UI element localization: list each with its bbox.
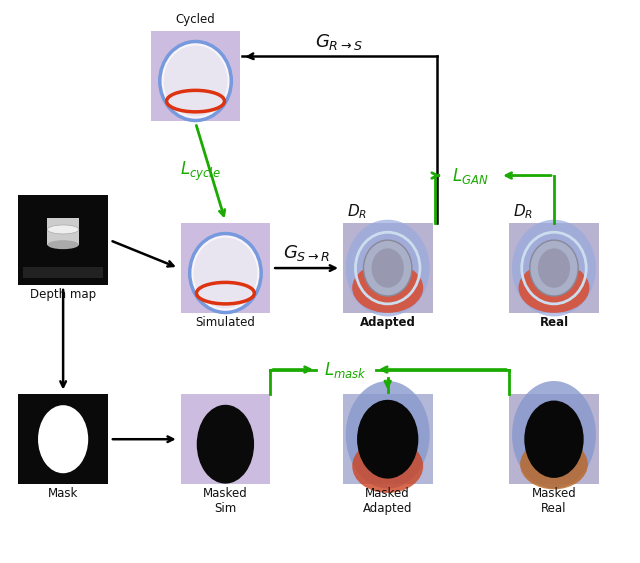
Text: Real: Real — [540, 316, 568, 329]
Text: Depth map: Depth map — [30, 288, 96, 301]
Bar — [509, 395, 599, 484]
Bar — [180, 224, 270, 313]
Ellipse shape — [530, 240, 578, 296]
Text: $L_{GAN}$: $L_{GAN}$ — [452, 166, 489, 186]
Ellipse shape — [346, 220, 429, 316]
Bar — [343, 395, 433, 484]
Bar — [509, 224, 599, 313]
Ellipse shape — [357, 400, 419, 479]
Text: Mask: Mask — [48, 487, 78, 500]
Ellipse shape — [161, 43, 230, 119]
Text: Masked
Real: Masked Real — [532, 487, 577, 515]
Ellipse shape — [524, 400, 584, 478]
Bar — [180, 395, 270, 484]
Bar — [343, 224, 433, 313]
Ellipse shape — [352, 439, 423, 493]
Text: $L_{cycle}$: $L_{cycle}$ — [180, 160, 220, 183]
Ellipse shape — [512, 220, 596, 316]
Ellipse shape — [520, 439, 588, 489]
Text: $L_{mask}$: $L_{mask}$ — [324, 360, 367, 379]
Text: $D_R$: $D_R$ — [347, 203, 367, 221]
Bar — [151, 31, 241, 121]
Ellipse shape — [38, 405, 88, 473]
Bar — [19, 195, 108, 285]
Text: Masked
Sim: Masked Sim — [203, 487, 248, 515]
Text: $G_{S\rightarrow R}$: $G_{S\rightarrow R}$ — [283, 243, 330, 263]
Ellipse shape — [47, 240, 79, 249]
Text: Simulated: Simulated — [195, 316, 255, 329]
Ellipse shape — [364, 240, 412, 296]
Ellipse shape — [346, 381, 429, 489]
Ellipse shape — [518, 263, 589, 313]
Bar — [19, 395, 108, 484]
Bar — [23, 267, 104, 278]
Text: Masked
Adapted: Masked Adapted — [363, 487, 412, 515]
Bar — [47, 218, 79, 245]
Ellipse shape — [538, 248, 570, 288]
Text: $D_R$: $D_R$ — [513, 203, 533, 221]
Text: Adapted: Adapted — [360, 316, 415, 329]
Ellipse shape — [352, 263, 423, 313]
Text: $G_{R\rightarrow S}$: $G_{R\rightarrow S}$ — [315, 32, 363, 52]
Ellipse shape — [191, 235, 259, 311]
Ellipse shape — [47, 225, 79, 234]
Ellipse shape — [372, 248, 404, 288]
Ellipse shape — [196, 405, 254, 484]
Ellipse shape — [512, 381, 596, 489]
Text: Cycled: Cycled — [175, 14, 216, 26]
